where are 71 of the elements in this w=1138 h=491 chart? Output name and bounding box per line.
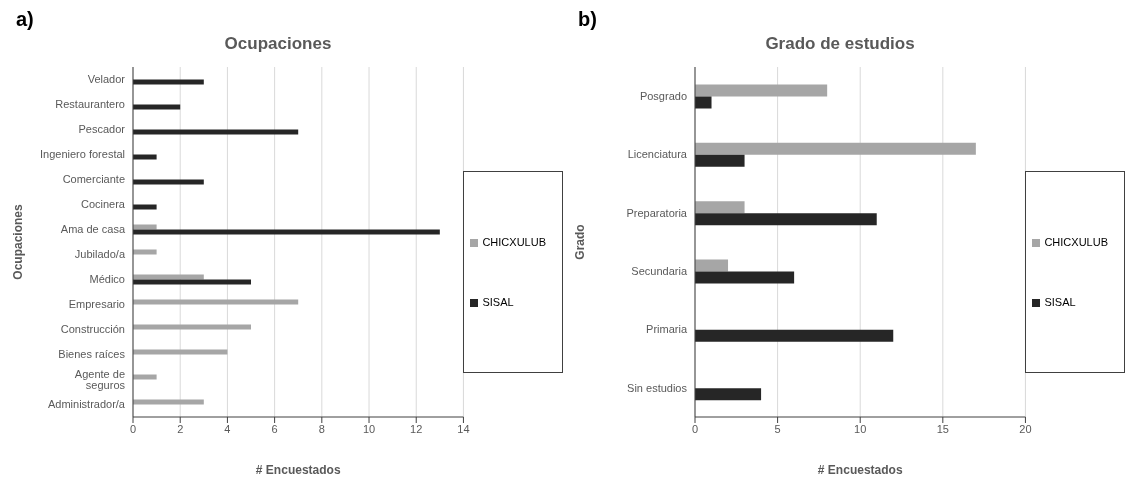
- bar: [133, 374, 157, 380]
- y-tick-label: Ingeniero forestal: [40, 148, 125, 161]
- y-tick-label: Preparatoria: [626, 206, 688, 219]
- y-tick-label: Pescador: [78, 123, 126, 136]
- bar: [695, 388, 762, 401]
- bar: [695, 329, 894, 342]
- y-tick-label: Agente de seguros: [74, 367, 126, 391]
- y-tick-label: Comerciante: [62, 173, 125, 186]
- x-tick-label: 15: [936, 422, 949, 435]
- bar: [133, 229, 440, 235]
- bar: [133, 204, 157, 210]
- bar: [695, 271, 795, 284]
- bar: [133, 179, 204, 185]
- y-tick-label: Posgrado: [639, 90, 687, 103]
- y-tick-label: Restaurantero: [55, 98, 125, 111]
- bar: [695, 213, 877, 226]
- bar: [133, 274, 204, 280]
- legend-label: CHICXULUB: [1044, 236, 1108, 248]
- x-tick-label: 12: [410, 422, 423, 435]
- bar: [133, 299, 299, 305]
- chart-title: Ocupaciones: [223, 34, 333, 55]
- bar: [695, 201, 745, 214]
- x-tick-label: 4: [224, 422, 231, 435]
- y-tick-label: Administrador/a: [47, 398, 126, 411]
- x-tick-label: 10: [854, 422, 867, 435]
- x-tick-label: 2: [177, 422, 184, 435]
- x-axis-title: # Encuestados: [817, 462, 903, 477]
- bar: [133, 399, 204, 405]
- bar: [133, 224, 157, 230]
- x-tick-label: 10: [362, 422, 376, 435]
- text: b): [577, 8, 598, 32]
- bar: [133, 324, 252, 330]
- bar: [133, 154, 157, 160]
- legend-label: SISAL: [1044, 296, 1076, 308]
- legend-label: SISAL: [482, 296, 514, 308]
- bar: [133, 279, 252, 285]
- bar: [133, 349, 228, 355]
- bar: [695, 84, 828, 97]
- y-tick-label: Licenciatura: [627, 148, 688, 161]
- x-tick-label: 20: [1019, 422, 1032, 435]
- x-tick-label: 8: [318, 422, 325, 435]
- bar: [133, 249, 157, 255]
- x-axis-title: # Encuestados: [255, 462, 341, 477]
- y-tick-label: Construcción: [60, 323, 125, 336]
- legend-label: CHICXULUB: [482, 236, 546, 248]
- y-tick-label: Ama de casa: [60, 223, 126, 236]
- y-tick-label: Primaria: [646, 323, 688, 336]
- y-tick-label: Médico: [89, 273, 125, 286]
- x-tick-label: 0: [129, 422, 137, 435]
- y-tick-label: Empresario: [68, 298, 125, 311]
- y-tick-label: Secundaria: [631, 265, 688, 278]
- y-axis-title: Ocupaciones: [11, 204, 26, 280]
- x-tick-label: 5: [774, 422, 781, 435]
- x-tick-label: 0: [691, 422, 699, 435]
- x-tick-label: 14: [457, 422, 470, 435]
- bar: [133, 129, 299, 135]
- y-axis-title: Grado: [573, 224, 588, 260]
- bar: [695, 259, 729, 272]
- bar: [695, 142, 976, 155]
- bar: [695, 96, 712, 109]
- y-tick-label: Sin estudios: [627, 381, 688, 394]
- bar: [695, 154, 745, 167]
- chart-title: Grado de estudios: [764, 34, 916, 55]
- y-tick-label: Velador: [87, 73, 126, 86]
- bar: [133, 79, 204, 85]
- bar: [133, 104, 181, 110]
- y-tick-label: Cocinera: [80, 198, 126, 211]
- y-tick-label: Bienes raíces: [58, 348, 126, 361]
- y-tick-label: Jubilado/a: [74, 248, 126, 261]
- text: a): [15, 8, 35, 32]
- x-tick-label: 6: [271, 422, 278, 435]
